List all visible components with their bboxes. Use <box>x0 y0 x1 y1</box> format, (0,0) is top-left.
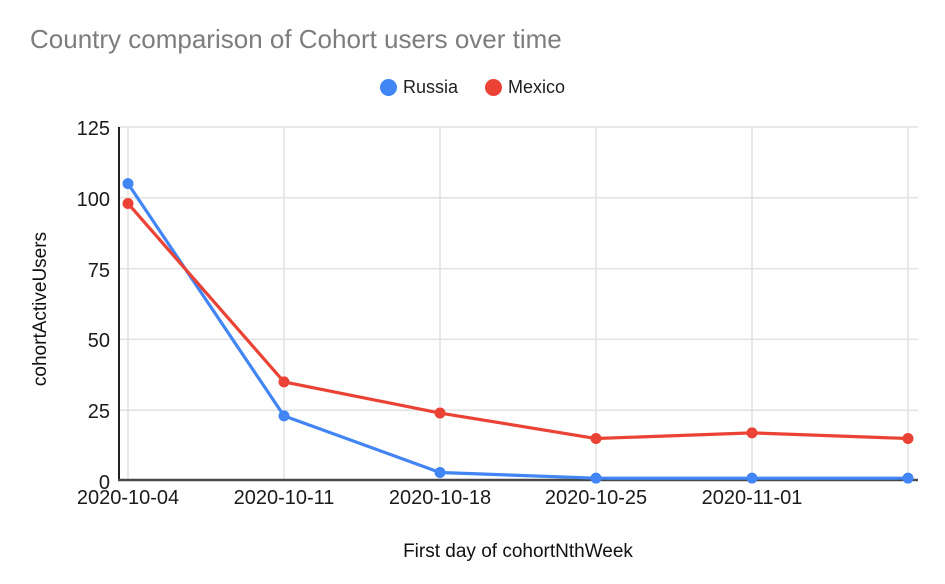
y-axis-title: cohortActiveUsers <box>30 231 51 387</box>
data-point-mexico-5 <box>902 433 914 445</box>
x-tick-label: 2020-10-04 <box>76 487 180 509</box>
legend: Russia Mexico <box>0 77 945 98</box>
y-tick-label: 25 <box>87 401 110 424</box>
chart-title: Country comparison of Cohort users over … <box>30 24 562 54</box>
data-point-mexico-3 <box>590 433 602 445</box>
y-tick-label: 0 <box>98 472 110 494</box>
x-axis-title: First day of cohortNthWeek <box>403 541 633 562</box>
x-tick-label: 2020-11-01 <box>701 487 803 509</box>
data-point-russia-0 <box>122 178 134 190</box>
data-point-mexico-4 <box>746 427 758 439</box>
legend-item-mexico: Mexico <box>485 77 565 98</box>
y-tick-label: 125 <box>76 118 110 140</box>
x-tick-label: 2020-10-18 <box>388 487 492 509</box>
series-line-russia <box>126 182 910 480</box>
data-point-mexico-1 <box>278 376 290 388</box>
y-tick-label: 100 <box>76 188 110 211</box>
legend-label-russia: Russia <box>402 77 458 97</box>
data-point-russia-1 <box>278 410 290 422</box>
data-point-russia-2 <box>434 467 446 479</box>
x-tick-label: 2020-10-11 <box>233 487 335 509</box>
series-line-mexico <box>126 201 910 441</box>
legend-label-mexico: Mexico <box>508 77 566 97</box>
plot-canvas <box>118 126 918 484</box>
y-tick-label: 50 <box>87 330 110 353</box>
y-tick-label: 75 <box>87 259 110 282</box>
x-tick-label: 2020-10-25 <box>544 487 648 509</box>
data-point-mexico-2 <box>434 407 446 419</box>
data-point-russia-4 <box>746 472 758 484</box>
legend-item-russia: Russia <box>379 77 458 98</box>
plot-area <box>118 126 918 484</box>
legend-swatch-russia <box>379 79 397 96</box>
data-point-russia-5 <box>902 472 914 484</box>
data-point-mexico-0 <box>122 197 134 209</box>
legend-swatch-mexico <box>485 79 502 96</box>
data-point-russia-3 <box>590 472 602 484</box>
